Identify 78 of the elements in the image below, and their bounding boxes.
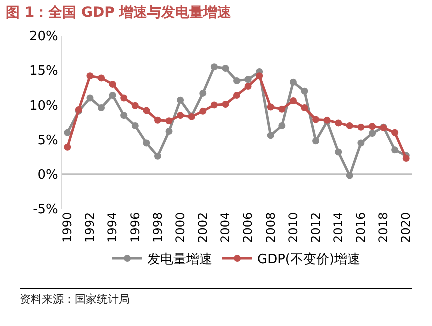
point	[86, 72, 94, 80]
y-tick-label: 15%	[29, 64, 58, 80]
point	[98, 74, 106, 82]
point	[177, 96, 184, 104]
point	[392, 146, 399, 154]
point	[256, 72, 264, 80]
x-tick-label: 1994	[106, 212, 120, 243]
point	[278, 122, 286, 130]
point	[109, 80, 116, 88]
point	[132, 102, 139, 110]
point	[368, 130, 376, 138]
point	[278, 106, 286, 113]
y-tick-label: 5%	[38, 133, 58, 148]
point	[244, 83, 252, 90]
x-tick-label: 2006	[241, 212, 256, 243]
point	[368, 123, 376, 130]
point	[222, 101, 230, 108]
point	[312, 116, 320, 124]
point	[166, 118, 173, 125]
point	[244, 76, 252, 84]
x-tick-label: 2010	[286, 212, 300, 243]
point	[301, 104, 308, 112]
y-tick-label: -5%	[33, 202, 58, 218]
point	[335, 120, 342, 127]
text: 资料来源：国家统计局	[20, 288, 412, 307]
point	[222, 65, 230, 72]
point	[210, 102, 218, 109]
point	[143, 140, 150, 147]
point	[166, 128, 173, 135]
point	[109, 92, 116, 100]
point	[98, 104, 106, 112]
x-tick-label: 1992	[83, 212, 98, 243]
point	[402, 154, 410, 162]
x-tick-label: 2016	[354, 212, 368, 243]
x-tick-label: 2014	[332, 212, 346, 243]
point	[143, 107, 150, 114]
point	[132, 122, 139, 130]
point	[64, 129, 72, 136]
point	[210, 64, 218, 71]
point	[234, 92, 240, 100]
point	[120, 94, 128, 102]
x-tick-label: 2008	[264, 212, 278, 243]
legend-label: GDP(不变价)增速	[258, 252, 361, 268]
x-tick-label: 1998	[150, 212, 165, 243]
point	[267, 132, 274, 140]
point	[335, 148, 342, 156]
chart-title: 图 1：全国 GDP 增速与发电量增速	[6, 4, 232, 22]
x-tick-label: 1990	[60, 212, 75, 243]
legend-label: 发电量增速	[148, 252, 212, 268]
point	[290, 98, 297, 105]
y-tick-label: 10%	[29, 98, 58, 114]
x-tick-label: 2020	[399, 212, 414, 243]
point	[346, 172, 354, 180]
point	[358, 140, 365, 147]
point	[312, 138, 320, 145]
point	[154, 116, 162, 124]
point	[200, 108, 207, 115]
x-tick-label: 2012	[308, 212, 323, 243]
x-tick-label: 2004	[218, 212, 233, 243]
point	[86, 94, 94, 102]
y-tick-label: 20%	[29, 30, 58, 45]
point	[200, 90, 207, 97]
point	[290, 78, 297, 86]
x-tick-label: 2018	[376, 212, 391, 243]
y-tick-label: 0%	[38, 168, 58, 183]
point	[154, 152, 162, 160]
x-tick-label: 2002	[196, 212, 210, 243]
point	[301, 88, 308, 95]
point	[346, 122, 354, 130]
x-tick-label: 2000	[173, 212, 188, 243]
x-tick-label: 1996	[128, 212, 142, 243]
point	[177, 112, 184, 120]
point	[120, 112, 128, 120]
point	[234, 77, 240, 84]
point	[392, 129, 399, 136]
point	[267, 104, 274, 111]
point	[64, 144, 72, 151]
point	[358, 124, 365, 131]
